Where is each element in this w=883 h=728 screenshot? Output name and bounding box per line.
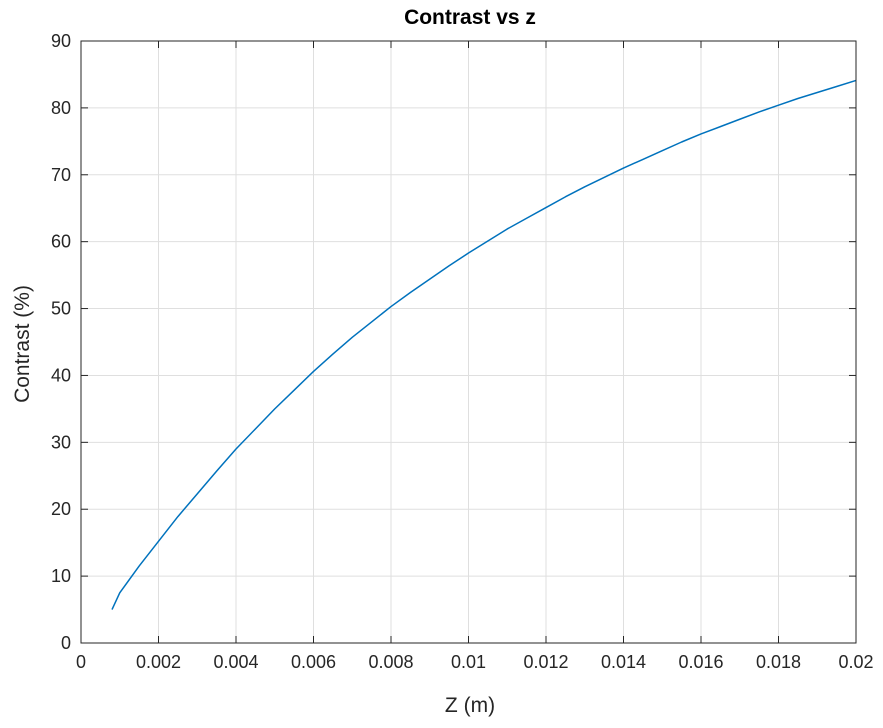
x-tick-label: 0.016	[678, 652, 723, 672]
x-tick-label: 0.018	[756, 652, 801, 672]
grid-lines	[80, 40, 857, 644]
y-tick-label: 50	[51, 299, 71, 319]
x-axis-label: Z (m)	[445, 694, 495, 717]
series-layer	[111, 79, 857, 610]
y-axis-ticks: 0 10 20 30 40 50 60 70 80 90	[51, 31, 856, 653]
x-tick-label: 0.004	[213, 652, 258, 672]
y-tick-label: 80	[51, 98, 71, 118]
x-tick-label: 0.02	[838, 652, 873, 672]
y-tick-label: 60	[51, 232, 71, 252]
y-axis-label: Contrast (%)	[11, 285, 34, 403]
x-tick-label: 0	[76, 652, 86, 672]
x-tick-label: 0.006	[291, 652, 336, 672]
x-tick-label: 0.014	[601, 652, 646, 672]
y-tick-label: 20	[51, 499, 71, 519]
y-tick-label: 10	[51, 566, 71, 586]
series-line	[111, 79, 857, 610]
y-tick-label: 0	[61, 633, 71, 653]
y-tick-label: 40	[51, 365, 71, 385]
x-tick-label: 0.002	[136, 652, 181, 672]
x-tick-label: 0.008	[368, 652, 413, 672]
y-tick-label: 90	[51, 31, 71, 51]
x-axis-ticks: 0 0.002 0.004 0.006 0.008 0.01 0.012 0.014 0.016…	[76, 41, 874, 672]
x-tick-label: 0.012	[523, 652, 568, 672]
chart-title: Contrast vs z	[404, 6, 536, 29]
y-tick-label: 30	[51, 432, 71, 452]
x-tick-label: 0.01	[451, 652, 486, 672]
y-tick-label: 70	[51, 165, 71, 185]
